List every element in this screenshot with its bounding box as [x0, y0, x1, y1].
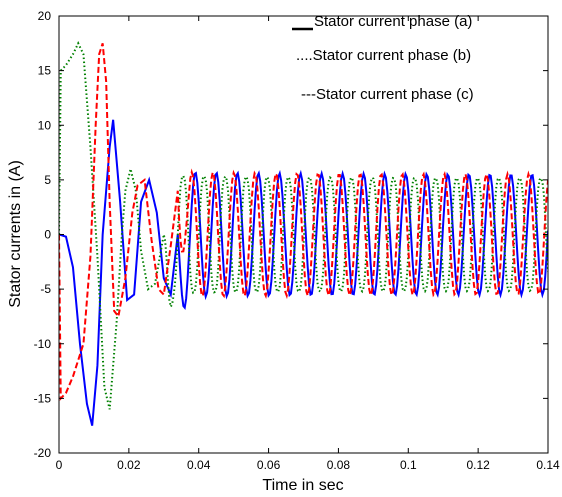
y-tick-label: 5	[44, 173, 51, 187]
y-tick-label: -20	[34, 446, 52, 460]
legend: Stator current phase (a) ....Stator curr…	[292, 13, 474, 103]
x-tick-label: 0.1	[400, 458, 417, 472]
y-tick-label: 10	[38, 118, 52, 132]
series-line-phase-b	[59, 40, 548, 410]
legend-prefix-phase-c: ---	[301, 86, 316, 103]
x-tick-label: 0.12	[466, 458, 490, 472]
legend-label-phase-b: Stator current phase (b)	[313, 47, 471, 64]
legend-entry-phase-b: ....Stator current phase (b)	[296, 47, 471, 64]
series-line-phase-a	[59, 119, 548, 426]
x-tick-label: 0.06	[257, 458, 281, 472]
y-tick-label: -5	[40, 282, 51, 296]
legend-entry-phase-a: Stator current phase (a)	[314, 13, 472, 30]
y-tick-label: -10	[34, 337, 52, 351]
y-tick-label: 15	[38, 64, 52, 78]
x-axis-label: Time in sec	[262, 477, 343, 494]
series-line-phase-c	[59, 43, 548, 401]
y-tick-label: 20	[38, 9, 52, 23]
x-tick-label: 0.04	[187, 458, 211, 472]
legend-prefix-phase-b: ....	[296, 47, 313, 64]
x-tick-label: 0.14	[536, 458, 560, 472]
x-tick-label: 0	[56, 458, 63, 472]
legend-label-phase-c: Stator current phase (c)	[316, 86, 474, 103]
legend-entry-phase-c: ---Stator current phase (c)	[301, 86, 474, 103]
y-tick-label: 0	[44, 228, 51, 242]
y-axis-label: Stator currents in (A)	[7, 160, 24, 308]
y-tick-label: -15	[34, 391, 52, 405]
x-tick-label: 0.08	[327, 458, 351, 472]
x-tick-label: 0.02	[117, 458, 141, 472]
